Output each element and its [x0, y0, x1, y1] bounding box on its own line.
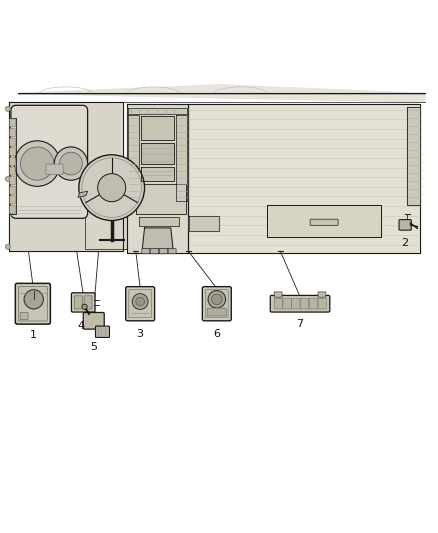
FancyBboxPatch shape [168, 248, 176, 254]
FancyBboxPatch shape [283, 298, 291, 309]
FancyBboxPatch shape [18, 286, 47, 321]
FancyBboxPatch shape [11, 106, 88, 219]
FancyBboxPatch shape [10, 167, 15, 175]
FancyBboxPatch shape [207, 308, 226, 316]
Polygon shape [141, 143, 174, 164]
FancyBboxPatch shape [274, 292, 282, 297]
FancyBboxPatch shape [10, 128, 15, 136]
FancyBboxPatch shape [129, 290, 152, 318]
Polygon shape [9, 102, 123, 251]
FancyBboxPatch shape [83, 312, 104, 329]
FancyBboxPatch shape [151, 248, 159, 254]
Polygon shape [176, 115, 187, 201]
Text: 7: 7 [297, 319, 304, 329]
FancyBboxPatch shape [10, 177, 15, 184]
FancyBboxPatch shape [10, 157, 15, 165]
Polygon shape [141, 116, 174, 140]
Circle shape [5, 176, 11, 182]
FancyBboxPatch shape [205, 290, 228, 318]
FancyBboxPatch shape [142, 248, 150, 254]
FancyBboxPatch shape [71, 293, 95, 312]
FancyBboxPatch shape [84, 296, 92, 309]
Polygon shape [18, 85, 425, 102]
FancyBboxPatch shape [309, 298, 318, 309]
FancyBboxPatch shape [20, 312, 28, 319]
Circle shape [24, 290, 43, 309]
Circle shape [5, 244, 11, 249]
Polygon shape [10, 118, 16, 214]
Polygon shape [139, 216, 179, 226]
Polygon shape [11, 104, 120, 249]
FancyBboxPatch shape [95, 326, 110, 337]
FancyBboxPatch shape [46, 164, 63, 174]
Polygon shape [15, 110, 83, 214]
Circle shape [208, 290, 226, 308]
Circle shape [212, 294, 222, 304]
FancyBboxPatch shape [202, 287, 231, 321]
FancyBboxPatch shape [10, 138, 15, 146]
FancyBboxPatch shape [159, 248, 167, 254]
Polygon shape [128, 108, 187, 114]
Circle shape [60, 152, 82, 175]
FancyBboxPatch shape [318, 292, 326, 297]
Circle shape [98, 174, 126, 201]
FancyBboxPatch shape [310, 219, 338, 225]
Text: 3: 3 [137, 329, 144, 338]
Polygon shape [189, 216, 219, 231]
FancyBboxPatch shape [300, 298, 309, 309]
Circle shape [82, 304, 87, 310]
FancyBboxPatch shape [126, 287, 155, 321]
Text: 2: 2 [402, 238, 409, 248]
FancyBboxPatch shape [399, 220, 411, 230]
Circle shape [136, 297, 145, 306]
FancyBboxPatch shape [15, 284, 50, 324]
FancyBboxPatch shape [10, 206, 15, 214]
FancyBboxPatch shape [318, 298, 326, 309]
Circle shape [79, 155, 145, 221]
Polygon shape [85, 166, 127, 249]
Polygon shape [136, 184, 186, 214]
Polygon shape [127, 104, 188, 253]
Polygon shape [267, 205, 381, 237]
FancyBboxPatch shape [74, 296, 82, 309]
Polygon shape [128, 115, 139, 201]
Text: 4: 4 [78, 321, 85, 331]
Polygon shape [141, 167, 174, 181]
FancyBboxPatch shape [270, 295, 330, 312]
Polygon shape [188, 104, 420, 253]
FancyBboxPatch shape [292, 298, 300, 309]
Polygon shape [78, 191, 88, 197]
Polygon shape [142, 228, 173, 249]
Text: 5: 5 [91, 342, 98, 352]
Text: 6: 6 [213, 329, 220, 338]
FancyBboxPatch shape [10, 119, 15, 127]
Circle shape [14, 141, 60, 187]
FancyBboxPatch shape [10, 196, 15, 204]
Circle shape [54, 147, 88, 180]
Text: 1: 1 [29, 330, 36, 340]
Circle shape [21, 147, 54, 180]
Polygon shape [407, 107, 420, 205]
Circle shape [132, 294, 148, 310]
FancyBboxPatch shape [10, 148, 15, 156]
FancyBboxPatch shape [10, 187, 15, 194]
Circle shape [5, 106, 11, 111]
FancyBboxPatch shape [274, 298, 283, 309]
